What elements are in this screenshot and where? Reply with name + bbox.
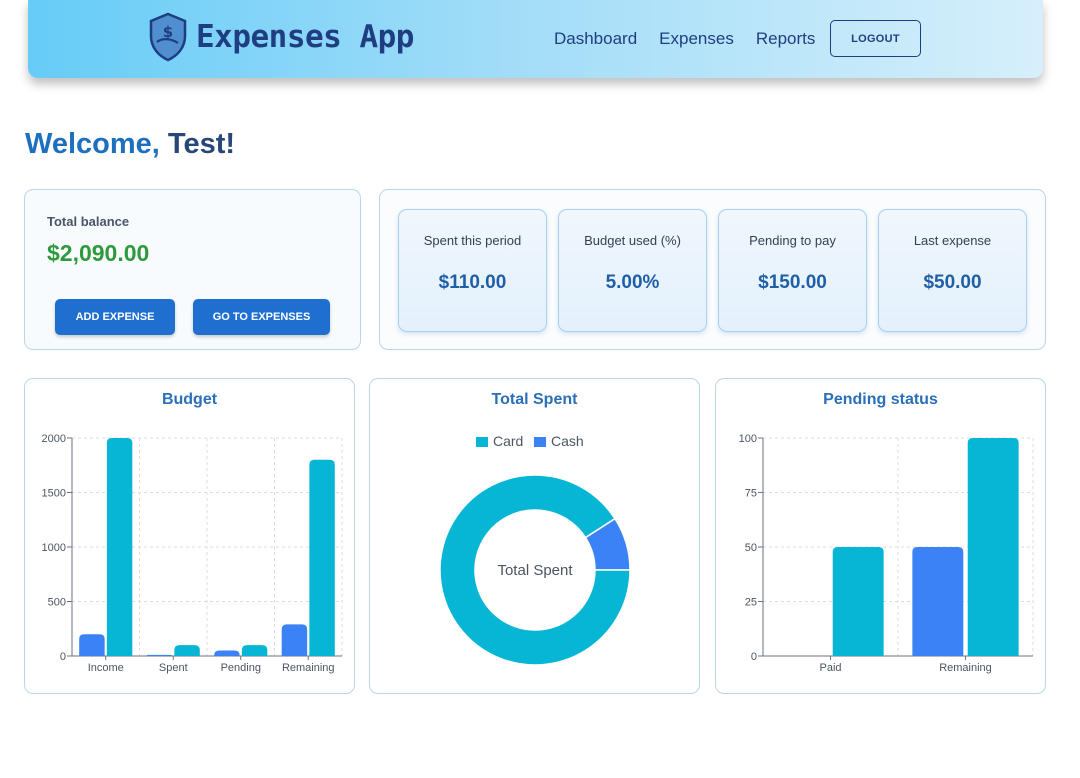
bar bbox=[174, 645, 200, 656]
stat-label: Last expense bbox=[913, 233, 992, 248]
y-tick-label: 75 bbox=[745, 488, 757, 500]
add-expense-button[interactable]: ADD EXPENSE bbox=[55, 299, 175, 335]
stat-last-expense: Last expense $50.00 bbox=[878, 209, 1027, 332]
bar bbox=[832, 547, 884, 656]
y-tick-label: 25 bbox=[745, 597, 757, 609]
bar bbox=[241, 645, 268, 656]
stat-pending-to-pay: Pending to pay $150.00 bbox=[718, 209, 867, 332]
legend-swatch bbox=[476, 437, 488, 447]
bar bbox=[214, 650, 240, 656]
x-tick-label: Pending bbox=[221, 662, 261, 674]
bar bbox=[309, 459, 335, 656]
svg-text:$: $ bbox=[163, 23, 173, 41]
stat-label: Spent this period bbox=[423, 233, 522, 248]
y-tick-label: 2000 bbox=[42, 433, 66, 445]
donut-slice bbox=[439, 474, 631, 666]
y-tick-label: 100 bbox=[739, 433, 757, 445]
balance-label: Total balance bbox=[47, 214, 130, 229]
nav-links: Dashboard Expenses Reports bbox=[554, 29, 837, 49]
y-tick-label: 50 bbox=[745, 542, 757, 554]
bar bbox=[281, 624, 308, 656]
stat-spent-this-period: Spent this period $110.00 bbox=[398, 209, 547, 332]
welcome-prefix: Welcome, bbox=[25, 128, 168, 160]
chart-title: Budget bbox=[161, 391, 218, 408]
total-spent-chart: Card Cash Total Spent bbox=[439, 433, 631, 666]
stats-card: Spent this period $110.00 Budget used (%… bbox=[379, 189, 1046, 350]
budget-chart: 0 500 1000 1500 2000 Income Spent Pending Remain… bbox=[42, 433, 343, 674]
y-tick-label: 1500 bbox=[42, 488, 66, 500]
shield-dollar-icon: $ bbox=[149, 12, 187, 62]
total-spent-chart-card: Total Spent Card Cash Total Spent bbox=[369, 378, 700, 694]
user-name: Test! bbox=[167, 128, 236, 160]
y-tick-label: 500 bbox=[48, 597, 66, 609]
chart-title: Total Spent bbox=[491, 391, 578, 408]
x-tick-label: Income bbox=[88, 662, 124, 674]
stat-label: Pending to pay bbox=[749, 233, 836, 248]
go-to-expenses-button[interactable]: GO TO EXPENSES bbox=[193, 299, 330, 335]
pending-status-chart-card: Pending status 0 25 50 75 100 Paid Remaining bbox=[715, 378, 1046, 694]
budget-chart-card: Budget 0 500 1000 1500 2000 Income Spent Pendin… bbox=[24, 378, 355, 694]
stat-value: $110.00 bbox=[438, 272, 507, 293]
legend-label: Card bbox=[493, 433, 523, 449]
balance-card: Total balance $2,090.00 ADD EXPENSE GO T… bbox=[24, 189, 361, 350]
bar bbox=[967, 438, 1019, 656]
legend-label: Cash bbox=[551, 433, 584, 449]
stat-value: $50.00 bbox=[923, 272, 982, 293]
chart-title: Pending status bbox=[823, 391, 938, 408]
page-title: Welcome, Test! bbox=[25, 128, 235, 161]
legend-swatch bbox=[534, 437, 546, 447]
stat-value: 5.00% bbox=[605, 272, 660, 293]
logout-button[interactable]: LOGOUT bbox=[830, 20, 921, 57]
brand-title: Expenses App bbox=[196, 19, 414, 55]
x-tick-label: Remaining bbox=[939, 662, 992, 674]
x-tick-label: Paid bbox=[819, 662, 841, 674]
stat-budget-used: Budget used (%) 5.00% bbox=[558, 209, 707, 332]
bar bbox=[146, 654, 173, 656]
pending-status-chart: 0 25 50 75 100 Paid Remaining bbox=[739, 433, 1034, 674]
nav-reports[interactable]: Reports bbox=[755, 29, 816, 48]
y-tick-label: 0 bbox=[751, 651, 757, 663]
x-tick-label: Spent bbox=[159, 662, 188, 674]
donut-center-label: Total Spent bbox=[497, 562, 573, 579]
nav-dashboard[interactable]: Dashboard bbox=[554, 29, 638, 48]
y-tick-label: 0 bbox=[60, 651, 66, 663]
nav-expenses[interactable]: Expenses bbox=[659, 29, 734, 48]
bar bbox=[79, 634, 105, 656]
x-tick-label: Remaining bbox=[282, 662, 335, 674]
brand[interactable]: $ Expenses App bbox=[148, 12, 414, 62]
bar bbox=[106, 438, 133, 656]
stat-label: Budget used (%) bbox=[584, 233, 681, 248]
y-tick-label: 1000 bbox=[42, 542, 66, 554]
navbar: $ Expenses App Dashboard Expenses Report… bbox=[28, 0, 1043, 78]
bar bbox=[912, 547, 964, 656]
stat-value: $150.00 bbox=[758, 272, 827, 293]
balance-value: $2,090.00 bbox=[47, 240, 150, 266]
